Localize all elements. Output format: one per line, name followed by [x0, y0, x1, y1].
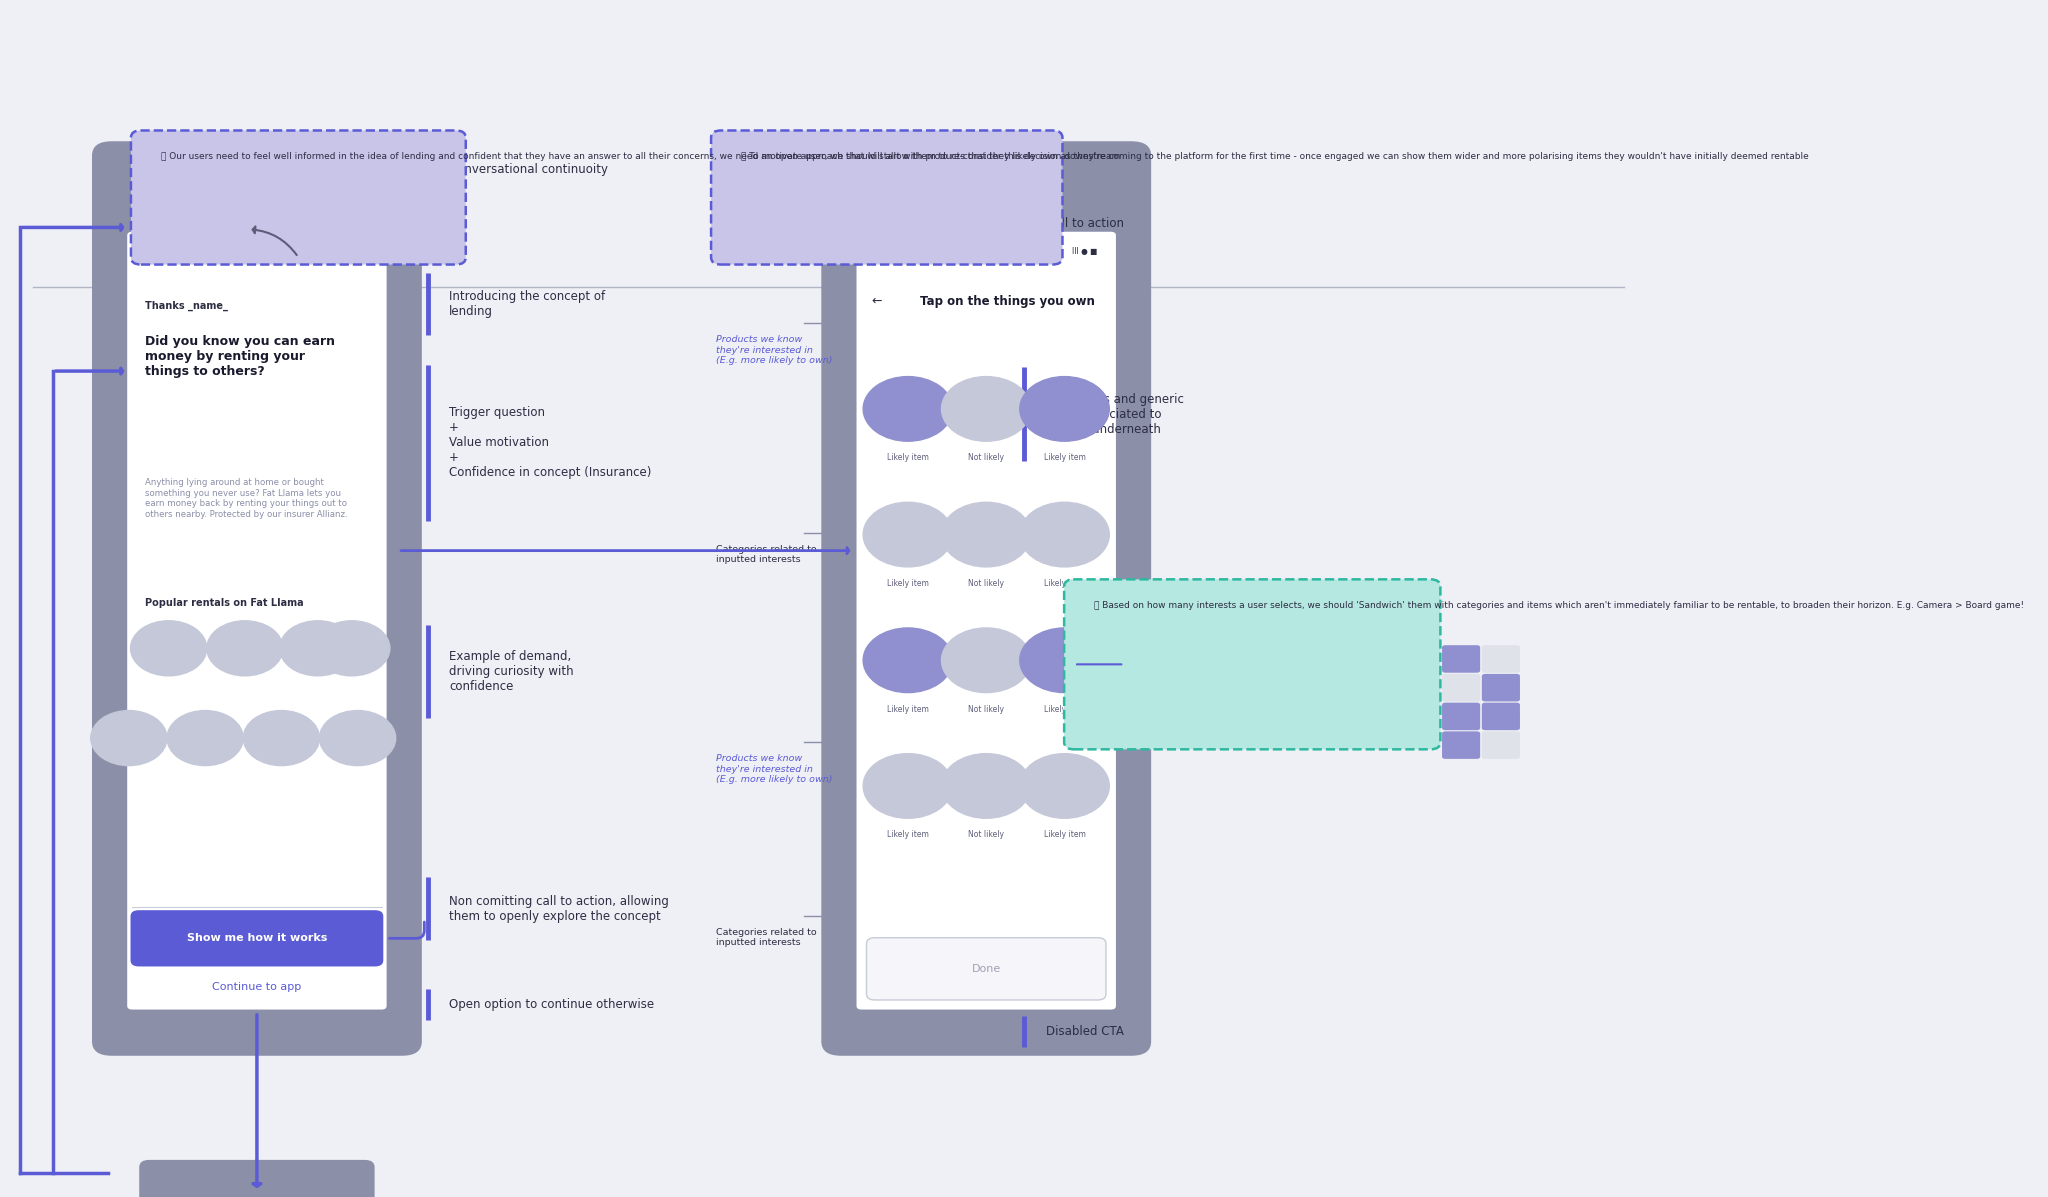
FancyBboxPatch shape: [1483, 731, 1520, 759]
Text: Categories related to
inputted interests: Categories related to inputted interests: [717, 928, 817, 947]
FancyBboxPatch shape: [139, 1160, 375, 1197]
Text: Likely item: Likely item: [887, 831, 930, 839]
FancyBboxPatch shape: [1442, 731, 1481, 759]
Text: ⭐ Based on how many interests a user selects, we should 'Sandwich' them with cat: ⭐ Based on how many interests a user sel…: [1094, 601, 2023, 610]
Circle shape: [313, 621, 389, 676]
Text: Not likely: Not likely: [969, 831, 1004, 839]
Text: Likely item: Likely item: [1044, 831, 1085, 839]
Circle shape: [131, 621, 207, 676]
Text: Call to action: Call to action: [1047, 218, 1124, 230]
Circle shape: [862, 377, 952, 442]
Text: Introducing the concept of
lending: Introducing the concept of lending: [449, 290, 606, 318]
Circle shape: [281, 621, 356, 676]
FancyBboxPatch shape: [131, 130, 465, 265]
Text: Products we know
they're interested in
(E.g. more likely to own): Products we know they're interested in (…: [717, 335, 834, 365]
Text: Not likely: Not likely: [969, 579, 1004, 588]
Text: ←: ←: [872, 296, 883, 308]
Text: Products we know
they're interested in
(E.g. more likely to own): Products we know they're interested in (…: [717, 754, 834, 784]
Circle shape: [862, 503, 952, 567]
Text: Done: Done: [971, 964, 1001, 974]
Circle shape: [244, 711, 319, 766]
Text: Categories related to
inputted interests: Categories related to inputted interests: [717, 545, 817, 564]
FancyBboxPatch shape: [127, 232, 387, 1009]
FancyBboxPatch shape: [856, 232, 1116, 1009]
Text: Likely item: Likely item: [1044, 579, 1085, 588]
Text: Categories and generic
items associated to
browse underneath: Categories and generic items associated …: [1047, 393, 1184, 436]
Text: lll ● ■: lll ● ■: [1073, 248, 1098, 256]
Circle shape: [942, 628, 1030, 693]
FancyBboxPatch shape: [1442, 674, 1481, 701]
Text: Non comitting call to action, allowing
them to openly explore the concept: Non comitting call to action, allowing t…: [449, 894, 670, 923]
Text: 3:03: 3:03: [145, 248, 170, 257]
FancyBboxPatch shape: [711, 130, 1063, 265]
FancyBboxPatch shape: [1483, 703, 1520, 730]
Text: Open option to continue otherwise: Open option to continue otherwise: [449, 998, 653, 1010]
Text: ⭐ To motivate user, we should start with products that they likely own as they'r: ⭐ To motivate user, we should start with…: [741, 152, 1808, 162]
Circle shape: [1020, 503, 1110, 567]
Text: Tap on the things you own: Tap on the things you own: [920, 296, 1094, 308]
FancyBboxPatch shape: [866, 937, 1106, 999]
Text: Popular rentals on Fat Llama: Popular rentals on Fat Llama: [145, 598, 303, 608]
Text: Example of demand,
driving curiosity with
confidence: Example of demand, driving curiosity wit…: [449, 650, 573, 693]
Circle shape: [168, 711, 244, 766]
FancyBboxPatch shape: [207, 182, 307, 206]
FancyBboxPatch shape: [92, 141, 422, 1056]
Text: Trigger question
+
Value motivation
+
Confidence in concept (Insurance): Trigger question + Value motivation + Co…: [449, 407, 651, 479]
Text: Likely item: Likely item: [1044, 454, 1085, 462]
Circle shape: [207, 621, 283, 676]
Circle shape: [862, 628, 952, 693]
FancyBboxPatch shape: [1065, 579, 1440, 749]
FancyBboxPatch shape: [1442, 703, 1481, 730]
Text: Conversational continuoity: Conversational continuoity: [449, 164, 608, 176]
Text: Did you know you can earn
money by renting your
things to others?: Did you know you can earn money by renti…: [145, 335, 336, 378]
Text: Disabled CTA: Disabled CTA: [1047, 1026, 1124, 1038]
Circle shape: [1020, 377, 1110, 442]
Circle shape: [942, 503, 1030, 567]
FancyBboxPatch shape: [1442, 645, 1481, 673]
FancyBboxPatch shape: [131, 910, 383, 966]
Text: Not likely: Not likely: [969, 705, 1004, 713]
Text: Likely item: Likely item: [887, 579, 930, 588]
Text: Thanks _name_: Thanks _name_: [145, 302, 227, 311]
Circle shape: [1020, 628, 1110, 693]
FancyBboxPatch shape: [936, 182, 1036, 206]
Text: Likely item: Likely item: [1044, 705, 1085, 713]
Text: Anything lying around at home or bought
something you never use? Fat Llama lets : Anything lying around at home or bought …: [145, 479, 348, 518]
Text: Continue to app: Continue to app: [213, 982, 301, 991]
Text: Likely item: Likely item: [887, 454, 930, 462]
FancyBboxPatch shape: [1483, 645, 1520, 673]
Text: lll ● ■: lll ● ■: [342, 248, 369, 256]
Circle shape: [942, 754, 1030, 819]
FancyBboxPatch shape: [821, 141, 1151, 1056]
FancyBboxPatch shape: [1483, 674, 1520, 701]
Circle shape: [319, 711, 395, 766]
Text: Show me how it works: Show me how it works: [186, 934, 328, 943]
Circle shape: [90, 711, 168, 766]
Text: 🧠 Our users need to feel well informed in the idea of lending and confident that: 🧠 Our users need to feel well informed i…: [162, 152, 1120, 162]
Text: Not likely: Not likely: [969, 454, 1004, 462]
Text: Likely item: Likely item: [887, 705, 930, 713]
Circle shape: [862, 754, 952, 819]
Circle shape: [1020, 754, 1110, 819]
Text: 3:03: 3:03: [874, 248, 899, 257]
Circle shape: [942, 377, 1030, 442]
